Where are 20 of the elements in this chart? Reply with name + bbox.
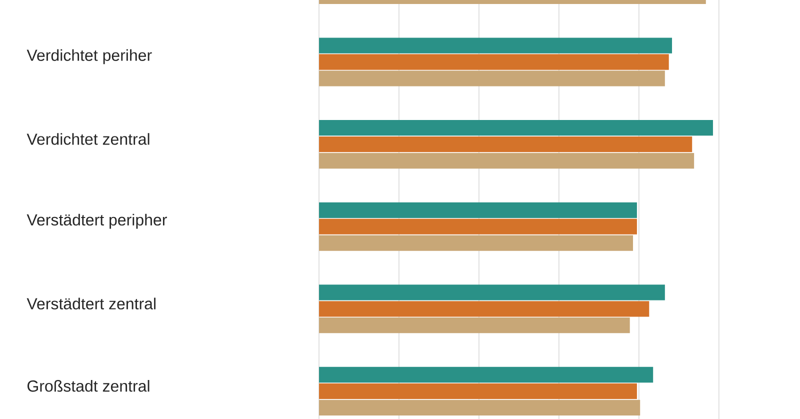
y-tick-label: Verstädtert peripher [26, 214, 167, 229]
y-tick-label: Verstädtert zentral [26, 298, 156, 310]
y-tick-label: Verdichtet zentral [26, 133, 150, 145]
bar [319, 301, 650, 317]
bar [319, 318, 630, 334]
bar [319, 400, 640, 416]
bar [319, 284, 665, 300]
bar [319, 366, 654, 383]
bar [319, 202, 637, 218]
bar [319, 136, 692, 152]
bar [319, 38, 672, 54]
bar [319, 218, 637, 234]
bar [319, 383, 637, 400]
bar [319, 54, 669, 70]
bar [319, 120, 713, 136]
bar [319, 235, 634, 251]
y-tick-label: Großstadt zentral [28, 380, 150, 392]
y-tick-label: Verdichtet periher [26, 49, 152, 64]
bar [319, 70, 665, 86]
bar [319, 152, 694, 169]
